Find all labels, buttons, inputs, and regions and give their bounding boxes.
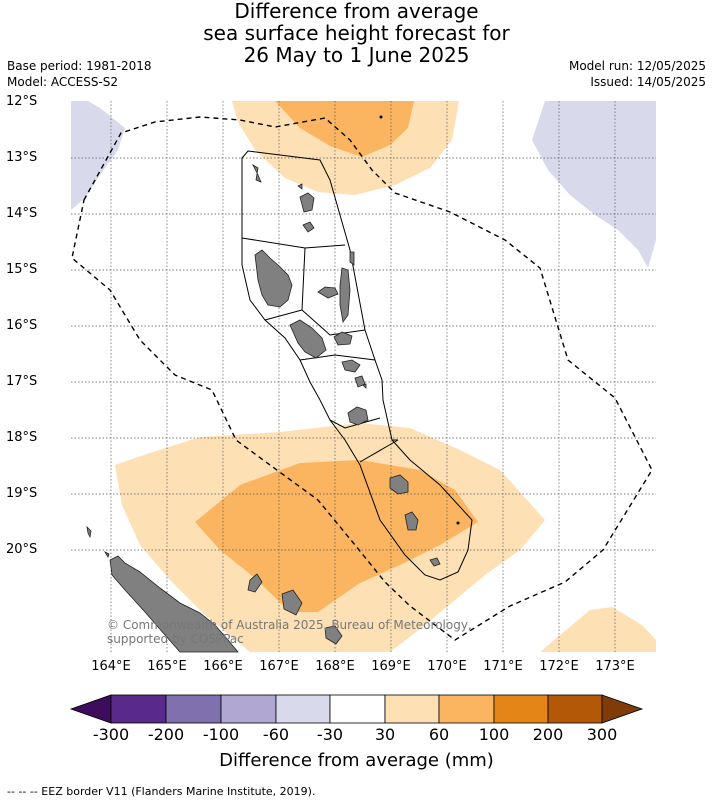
lon-label-168e: 168°E bbox=[315, 659, 355, 674]
colorbar-tick: 100 bbox=[478, 725, 510, 744]
lat-label-15s: 15°S bbox=[6, 262, 38, 277]
meta-left: Base period: 1981-2018 Model: ACCESS-S2 bbox=[7, 58, 152, 90]
lat-label-17s: 17°S bbox=[6, 374, 38, 389]
anomaly-orange-south-mid bbox=[195, 460, 478, 612]
colorbar-tick: -200 bbox=[147, 725, 185, 744]
lon-label-172e: 172°E bbox=[539, 659, 579, 674]
island-paama bbox=[341, 359, 361, 373]
colorbar-bin-6 bbox=[384, 694, 440, 724]
lat-label-13s: 13°S bbox=[6, 150, 38, 165]
islet-dot-north bbox=[379, 115, 383, 119]
province-boundaries bbox=[241, 150, 473, 581]
colorbar-bin-4 bbox=[275, 694, 331, 724]
anomaly-orange-southeast-light bbox=[540, 607, 656, 652]
colorbar-tick: -300 bbox=[92, 725, 130, 744]
island-new-caledonia bbox=[109, 555, 239, 653]
island-small-w bbox=[103, 551, 110, 558]
colorbar-tick: 60 bbox=[428, 725, 450, 744]
island-vanua-lava bbox=[299, 192, 315, 213]
land-masses bbox=[86, 163, 441, 653]
island-efate bbox=[347, 406, 369, 426]
lat-label-14s: 14°S bbox=[6, 206, 38, 221]
colorbar-tick: 200 bbox=[532, 725, 564, 744]
colorbar-title: Difference from average (mm) bbox=[219, 750, 494, 771]
islet-dot-east bbox=[456, 521, 460, 525]
title-line-3: 26 May to 1 June 2025 bbox=[243, 43, 470, 67]
colorbar-tick: -60 bbox=[262, 725, 290, 744]
island-small-n bbox=[297, 183, 303, 190]
graticule bbox=[71, 101, 656, 652]
island-small-nw bbox=[86, 525, 92, 539]
island-pentecost bbox=[339, 267, 351, 324]
lat-label-19s: 19°S bbox=[6, 486, 38, 501]
island-ambrym bbox=[333, 331, 353, 346]
island-maewo bbox=[349, 251, 355, 266]
lat-label-18s: 18°S bbox=[6, 430, 38, 445]
lon-label-171e: 171°E bbox=[483, 659, 523, 674]
colorbar-tick: 30 bbox=[374, 725, 396, 744]
colorbar-tick: 300 bbox=[586, 725, 618, 744]
lon-label-169e: 169°E bbox=[371, 659, 411, 674]
island-malekula bbox=[289, 319, 327, 359]
lon-label-166e: 166°E bbox=[203, 659, 243, 674]
lon-label-170e: 170°E bbox=[427, 659, 467, 674]
lon-label-173e: 173°E bbox=[595, 659, 635, 674]
anomaly-purple-east bbox=[532, 101, 656, 268]
lon-label-164e: 164°E bbox=[91, 659, 131, 674]
model-run: Model run: 12/05/2025 bbox=[568, 59, 706, 73]
eez-legend-footer: -- -- -- EEZ border V11 (Flanders Marine… bbox=[7, 785, 316, 798]
island-espiritu-santo bbox=[254, 249, 293, 308]
base-period: Base period: 1981-2018 bbox=[7, 59, 152, 73]
colorbar-tick: -30 bbox=[316, 725, 344, 744]
island-ambae bbox=[317, 286, 339, 299]
colorbar-bin-9 bbox=[547, 694, 603, 724]
colorbar-extend-high bbox=[601, 694, 644, 724]
anomaly-purple-west bbox=[71, 101, 125, 210]
island-loyalty-3 bbox=[324, 625, 343, 645]
lat-label-20s: 20°S bbox=[6, 542, 38, 557]
lon-label-167e: 167°E bbox=[259, 659, 299, 674]
island-torres bbox=[252, 163, 262, 183]
island-aneityum bbox=[429, 557, 441, 567]
colorbar-tick: -100 bbox=[202, 725, 240, 744]
map-area bbox=[71, 101, 656, 652]
title-line-1: Difference from average bbox=[234, 0, 479, 23]
issued-date: Issued: 14/05/2025 bbox=[590, 75, 706, 89]
lat-label-16s: 16°S bbox=[6, 318, 38, 333]
colorbar-bin-7 bbox=[438, 694, 495, 724]
colorbar-bin-3 bbox=[220, 694, 277, 724]
model-name: Model: ACCESS-S2 bbox=[7, 75, 119, 89]
island-small-c bbox=[362, 383, 367, 389]
copyright-notice: © Commonwealth of Australia 2025, Bureau… bbox=[107, 618, 472, 646]
colorbar-bin-1 bbox=[110, 694, 167, 724]
meta-right: Model run: 12/05/2025 Issued: 14/05/2025 bbox=[569, 58, 706, 90]
colorbar-bin-5 bbox=[329, 694, 386, 724]
island-loyalty-1 bbox=[247, 573, 263, 593]
map-title: Difference from average sea surface heig… bbox=[0, 0, 713, 66]
colorbar bbox=[69, 694, 644, 724]
island-erromango bbox=[389, 474, 409, 495]
lat-label-12s: 12°S bbox=[6, 94, 38, 109]
colorbar-extend-low bbox=[69, 694, 112, 724]
island-gaua bbox=[302, 221, 315, 233]
island-tanna bbox=[404, 511, 419, 531]
colorbar-bin-8 bbox=[493, 694, 549, 724]
anomaly-orange-north-mid bbox=[275, 101, 414, 157]
lon-label-165e: 165°E bbox=[147, 659, 187, 674]
island-loyalty-2 bbox=[281, 589, 303, 616]
colorbar-bin-2 bbox=[165, 694, 222, 724]
title-line-2: sea surface height forecast for bbox=[203, 21, 510, 45]
